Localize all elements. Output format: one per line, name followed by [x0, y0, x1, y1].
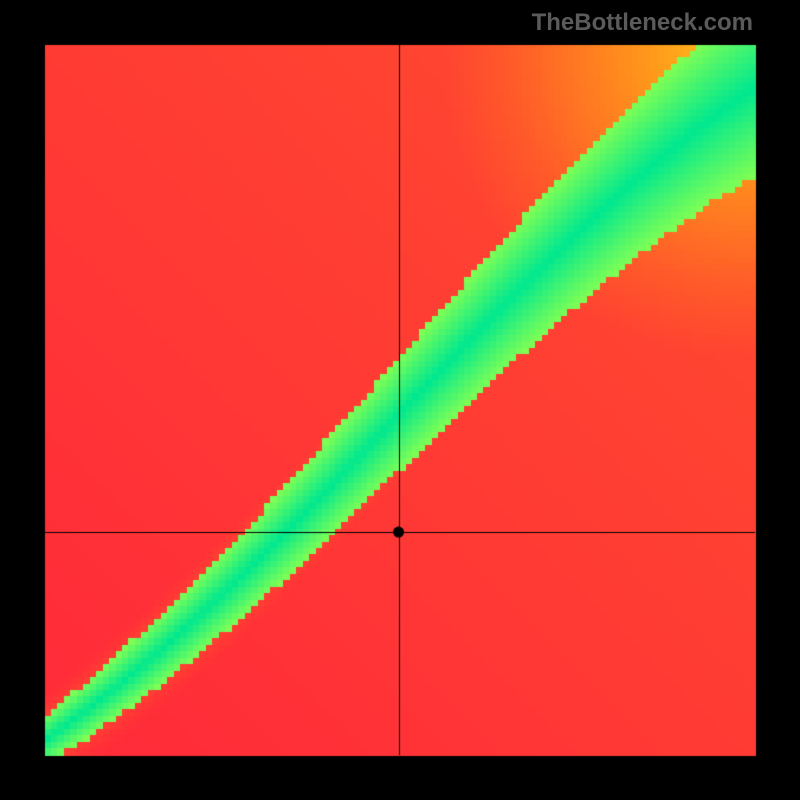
chart-container: TheBottleneck.com: [0, 0, 800, 800]
bottleneck-heatmap: [0, 0, 800, 800]
watermark-text: TheBottleneck.com: [532, 9, 753, 37]
